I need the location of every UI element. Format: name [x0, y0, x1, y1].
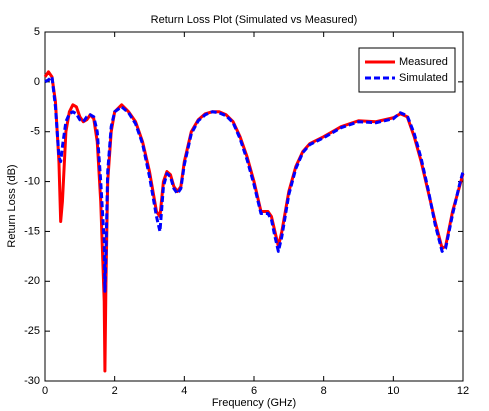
y-tick-label: -15: [24, 225, 40, 237]
y-tick-label: 0: [34, 76, 40, 88]
x-tick-label: 2: [112, 385, 118, 397]
x-tick-label: 8: [321, 385, 327, 397]
y-tick-label: -5: [30, 126, 40, 138]
y-tick-label: -20: [24, 275, 40, 287]
x-axis-label: Frequency (GHz): [212, 397, 296, 409]
x-tick-label: 12: [457, 385, 469, 397]
x-tick-label: 0: [42, 385, 48, 397]
legend-box: [358, 47, 456, 93]
x-tick-label: 10: [387, 385, 399, 397]
legend-label: Measured: [399, 56, 448, 68]
y-tick-label: 5: [34, 26, 40, 38]
y-tick-label: -25: [24, 325, 40, 337]
x-tick-label: 4: [181, 385, 187, 397]
series-line: [44, 75, 465, 293]
legend-label: Simulated: [399, 72, 448, 84]
chart-title: Return Loss Plot (Simulated vs Measured): [151, 14, 358, 26]
y-tick-label: -30: [24, 375, 40, 387]
y-tick-label: -10: [24, 175, 40, 187]
y-axis-label: Return Loss (dB): [6, 164, 18, 247]
x-tick-label: 6: [251, 385, 257, 397]
